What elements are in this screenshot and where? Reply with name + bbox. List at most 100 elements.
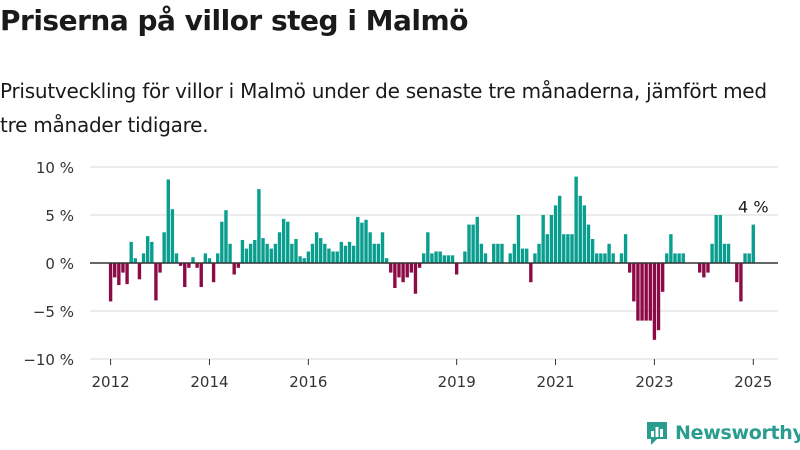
bar	[541, 215, 545, 263]
bar	[467, 224, 471, 263]
bar	[751, 224, 755, 263]
bar	[265, 243, 269, 263]
bar	[306, 251, 311, 263]
chart-subtitle: Prisutveckling för villor i Malmö under …	[0, 79, 767, 137]
bar	[158, 263, 162, 273]
bar	[129, 241, 133, 263]
bar	[183, 263, 187, 287]
y-tick-label: 0 %	[45, 255, 74, 273]
bar	[496, 243, 500, 263]
x-tick-label: 2019	[438, 373, 476, 391]
x-tick-label: 2025	[734, 373, 772, 391]
bar	[298, 256, 302, 263]
bar	[236, 263, 240, 268]
bar	[479, 243, 484, 263]
bar	[372, 243, 376, 263]
bar	[384, 258, 389, 263]
bar	[442, 255, 446, 263]
bar	[413, 263, 418, 294]
bar-chart: 10 % 5 % 0 % −5 % −10 % 2012 2014 2016 2019 2021 2…	[23, 159, 778, 391]
bar	[351, 245, 356, 263]
bar	[360, 222, 364, 263]
bar	[533, 253, 537, 263]
bar	[599, 253, 603, 263]
bar	[150, 241, 154, 263]
bar	[389, 263, 393, 273]
bar	[636, 263, 640, 321]
bar	[154, 263, 158, 301]
bars	[108, 176, 755, 340]
bar	[319, 238, 323, 263]
bar	[323, 243, 327, 263]
bar	[121, 263, 125, 273]
bar	[133, 258, 138, 263]
bar	[747, 253, 751, 263]
newsworthy-logo-icon	[647, 422, 667, 445]
bar	[273, 243, 278, 263]
bar	[203, 253, 208, 263]
newsworthy-logo: Newsworthy	[645, 418, 800, 448]
bar	[529, 263, 533, 283]
bar	[578, 195, 582, 263]
bar	[722, 243, 727, 263]
bar	[224, 210, 228, 263]
x-tick-label: 2014	[190, 373, 228, 391]
y-tick-label: −10 %	[23, 351, 74, 369]
bar	[595, 253, 599, 263]
x-tick-label: 2023	[635, 373, 673, 391]
bar	[277, 232, 282, 263]
bar	[380, 232, 385, 263]
y-tick-label: 10 %	[36, 159, 74, 177]
bar	[726, 243, 731, 263]
x-tick-label: 2021	[536, 373, 574, 391]
bar	[706, 263, 710, 273]
bar	[170, 209, 175, 263]
bar	[108, 263, 113, 302]
bar	[525, 248, 529, 263]
bar	[520, 248, 525, 263]
bar	[261, 238, 265, 263]
bar	[409, 263, 414, 273]
bar	[656, 263, 661, 331]
bar	[178, 263, 183, 266]
bar	[302, 258, 306, 263]
bar	[393, 263, 397, 288]
bar	[422, 253, 426, 263]
bar	[590, 239, 595, 263]
bar	[343, 245, 348, 263]
bar	[248, 243, 253, 263]
bar	[508, 253, 512, 263]
bar	[137, 263, 142, 280]
bar	[253, 239, 257, 263]
bar	[623, 234, 628, 263]
bar	[739, 263, 743, 302]
bar	[397, 263, 401, 278]
bar	[327, 248, 331, 263]
bar	[356, 216, 360, 263]
bar	[290, 243, 294, 263]
bar	[257, 189, 261, 263]
bar	[714, 215, 718, 263]
bar	[125, 263, 129, 285]
bar	[475, 216, 479, 263]
bar	[376, 243, 381, 263]
bar	[677, 253, 681, 263]
bar	[216, 253, 220, 263]
bar	[586, 224, 591, 263]
bar	[195, 263, 199, 268]
gridlines	[90, 166, 778, 360]
bar	[537, 243, 541, 263]
bar	[681, 253, 685, 263]
bar	[673, 253, 677, 263]
bar	[446, 255, 451, 263]
bar	[500, 243, 504, 263]
bar	[640, 263, 644, 321]
bar	[117, 263, 121, 286]
bar	[553, 205, 558, 263]
bar	[232, 263, 236, 275]
page-title: Priserna på villor steg i Malmö	[0, 4, 468, 37]
bar	[603, 253, 607, 263]
brand-name: Newsworthy	[675, 422, 800, 444]
y-tick-label: −5 %	[33, 303, 74, 321]
bar	[141, 253, 146, 263]
